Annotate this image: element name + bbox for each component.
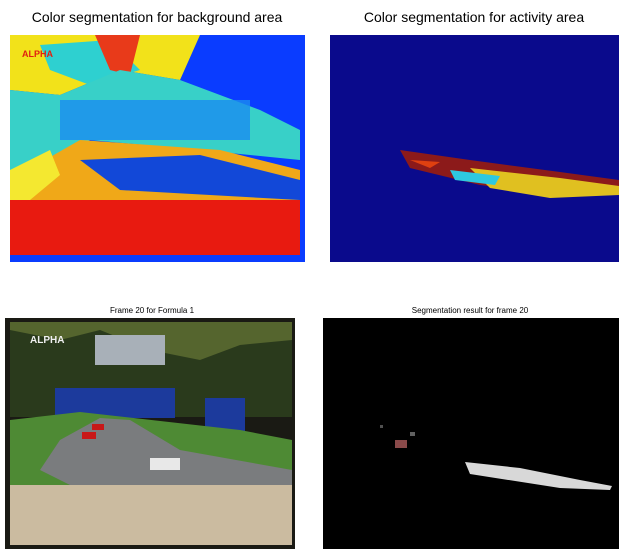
logo-text: ALPHA [22,49,53,59]
panel-title: Segmentation result for frame 20 [412,306,529,315]
original-frame-image: ALPHA [5,318,295,549]
activity-segmentation-image [330,35,619,262]
panel-title: Frame 20 for Formula 1 [110,306,195,315]
segmentation-result-image [323,318,619,549]
panel-title: Color segmentation for activity area [364,9,584,25]
logo-text: ALPHA [30,335,64,346]
background-segmentation-image: ALPHA [10,35,305,262]
panel-title: Color segmentation for background area [32,9,283,25]
